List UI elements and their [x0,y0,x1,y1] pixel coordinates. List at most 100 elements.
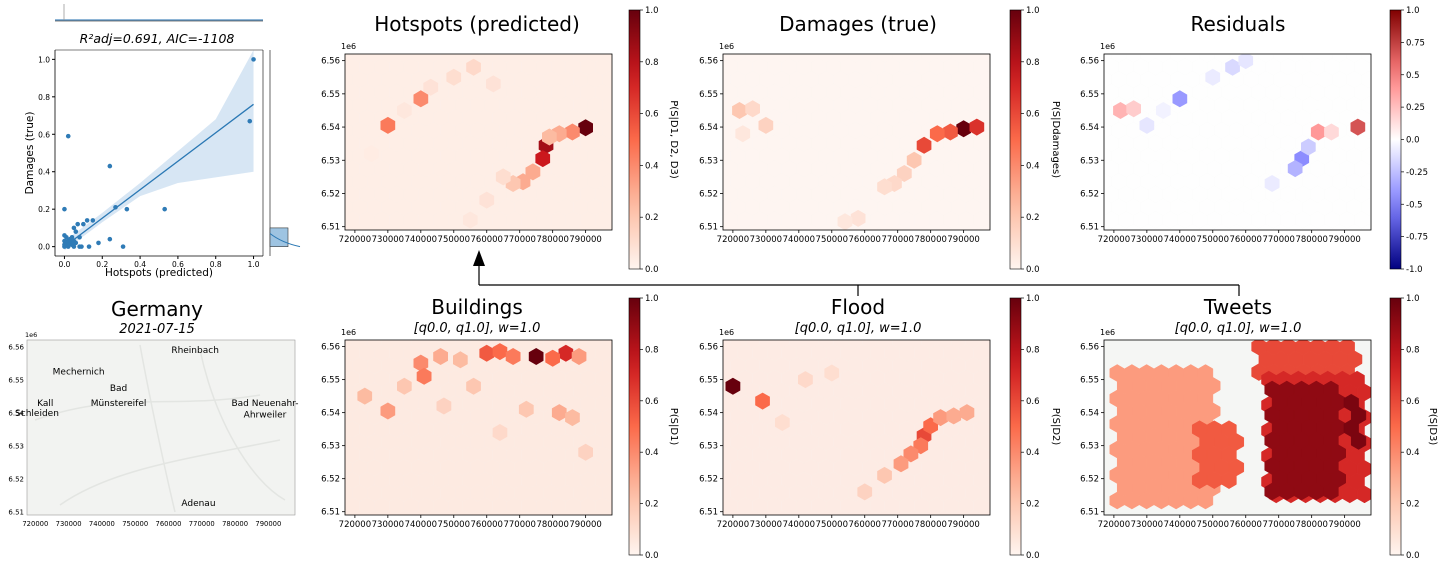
hexbin-cell [840,471,856,489]
hexbin-cell [543,510,559,515]
hexbin-cell [1214,147,1230,165]
hexbin-cell [811,83,827,101]
hexbin-cell [862,408,878,425]
hexbin-cell [921,459,937,476]
hexbin-cell [433,420,449,438]
hexbin-cell [781,160,797,178]
hexbin-cell [521,446,537,464]
hexbin-cell [862,433,878,451]
hexbin-cell [1369,163,1371,175]
hexbin-cell [587,224,603,230]
hexbin-cell [345,147,353,165]
hexbin-cell [426,510,441,515]
hexbin-cell [1104,173,1112,190]
hexbin-cell [730,198,746,216]
hexbin-cell [1185,96,1200,114]
hexbin-cell [796,344,812,362]
hexbin-cell [958,497,974,515]
hexbin-cell [1369,188,1371,200]
hexbin-cell [907,382,922,400]
hexbin-cell [745,224,760,230]
hexbin-cell [477,160,493,178]
hexbin-cell [862,54,878,63]
hexbin-cell [426,382,441,400]
hexbin-cell [506,211,522,229]
hexbin-cell [789,433,804,451]
hexbin-cell [1361,224,1371,230]
hexbin-cell [374,471,390,489]
hexbin-cell [870,344,885,362]
x-tick-label: 750000 [438,520,470,530]
hexbin-cell [484,224,500,230]
hexbin-cell [484,408,500,425]
hexbin-cell [543,433,559,451]
hexbin-cell [884,395,900,413]
hexbin-cell [389,446,404,464]
hexbin-cell [1265,134,1281,152]
hexbin-cell [381,459,397,476]
hexbin-cell [1258,96,1274,114]
scatter-point [107,236,113,242]
hexbin-cell [610,61,612,73]
colorbar-label: P(S|D2) [1050,408,1061,446]
hexbin-cell [701,357,716,374]
hexbin-cell [345,58,360,76]
hexbin-cell [323,71,338,88]
hexbin-cell [929,446,944,464]
colorbar-tick-label: 0.8 [1026,345,1040,355]
hexbin-cell [1199,54,1215,63]
hexbin-cell [543,340,559,349]
hexbin-cell [855,134,871,152]
hexbin-cell [951,340,966,349]
hexbin-cell [870,211,885,229]
x-tick-label: 0.6 [172,260,184,269]
hexbin-cell [933,409,948,427]
hexbin-cell [587,510,603,515]
hexbin-cell [826,83,841,101]
hexbin-cell [1126,173,1141,190]
hexbin-cell [352,96,368,114]
hexbin-cell [906,151,922,169]
hexbin-cell [943,123,958,141]
colorbar-tick-label: -0.75 [1406,233,1428,243]
hexbin-cell [610,33,625,50]
scatter-point [113,205,118,210]
hexbin-cell [1199,224,1215,230]
hexbin-cell [752,471,768,489]
hexbin-cell [804,408,819,425]
x-tick-label: 780000 [1295,235,1327,245]
hexbin-cell [855,497,871,515]
x-tick-label: 760000 [471,520,503,530]
hexbin-cell [506,58,522,76]
hexbin-cell [477,446,493,464]
hexbin-cell [426,408,441,425]
hexbin-cell [359,420,375,438]
hexbin-cell [389,134,404,152]
hexbin-cell [455,96,471,114]
x-tick-label: 750000 [438,235,470,245]
hexbin-cell [492,471,507,489]
hexbin-cell [1104,54,1112,63]
hexbin-cell [759,357,775,374]
hexbin-cell [573,224,588,230]
hexbin-cell [1376,46,1391,63]
hexbin-cell [587,71,603,88]
y-tick-label: 6.53 [699,156,718,166]
hexbin-cell [558,484,574,502]
hexbin-cell [1310,123,1326,141]
hexbin-cell [514,484,529,502]
hexbin-cell [701,199,716,216]
hexbin-cell [752,497,768,515]
hexbin-cell [1185,147,1200,165]
hexbin-cell [745,433,760,451]
hexbin-cell [973,369,988,387]
hexbin-cell [1192,134,1208,152]
hexbin-cell [973,395,988,413]
hexbin-cell [462,395,478,413]
hexbin-cell [403,446,419,464]
hexbin-cell [723,147,731,165]
y-tick-label: 0.0 [38,243,50,252]
colorbar-tick-label: 0.0 [645,265,659,275]
panel-title: Residuals [1191,12,1286,36]
